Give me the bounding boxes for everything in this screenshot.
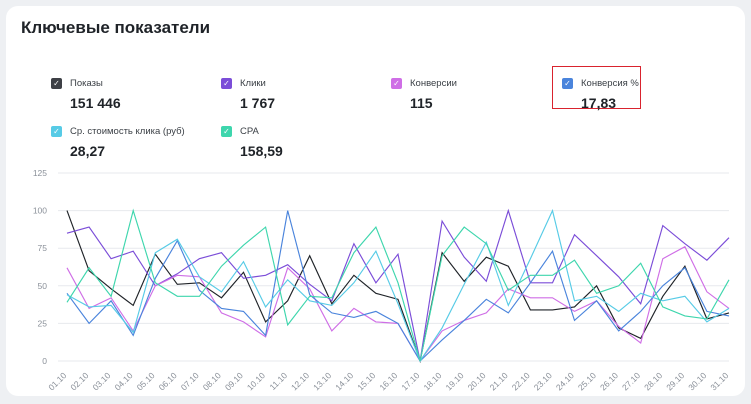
checkbox-icon[interactable]: ✓ xyxy=(221,125,232,137)
checkbox-icon[interactable]: ✓ xyxy=(391,77,402,89)
x-tick-label: 19.10 xyxy=(443,370,465,392)
x-tick-label: 16.10 xyxy=(377,370,399,392)
metric-label: Ср. стоимость клика (руб) xyxy=(70,125,185,137)
checkbox-icon[interactable]: ✓ xyxy=(562,77,573,89)
x-axis: 01.10 02.10 03.10 04.10 05.10 06.10 07.10 08.10… xyxy=(46,370,730,392)
metric-value: 28,27 xyxy=(70,143,106,159)
metric-avg-cpc[interactable]: ✓ Ср. стоимость клика (руб) 28,27 xyxy=(51,124,185,159)
metric-cpa[interactable]: ✓ CPA 158,59 xyxy=(221,124,283,159)
x-tick-label: 01.10 xyxy=(46,370,68,392)
y-tick-label: 0 xyxy=(42,356,47,366)
metric-value: 17,83 xyxy=(581,95,617,111)
x-tick-label: 07.10 xyxy=(179,370,201,392)
x-tick-label: 10.10 xyxy=(245,370,267,392)
x-tick-label: 29.10 xyxy=(664,370,686,392)
y-tick-label: 100 xyxy=(33,206,47,216)
series-line xyxy=(66,210,730,362)
x-tick-label: 11.10 xyxy=(267,370,289,392)
x-tick-label: 04.10 xyxy=(112,370,134,392)
series-line xyxy=(66,208,730,362)
metric-value: 115 xyxy=(410,95,433,111)
x-tick-label: 22.10 xyxy=(510,370,532,392)
y-tick-label: 50 xyxy=(38,281,48,291)
checkbox-icon[interactable]: ✓ xyxy=(221,77,232,89)
x-tick-label: 18.10 xyxy=(421,370,443,392)
checkbox-icon[interactable]: ✓ xyxy=(51,77,62,89)
key-metrics-card: Ключевые показатели ✓ Показы 151 446 ✓ Кли… xyxy=(6,6,745,396)
x-tick-label: 26.10 xyxy=(598,370,620,392)
y-tick-label: 125 xyxy=(33,168,47,178)
metric-value: 1 767 xyxy=(240,95,276,111)
x-tick-label: 09.10 xyxy=(223,370,245,392)
metric-conversion-rate[interactable]: ✓ Конверсия % 17,83 xyxy=(562,76,639,111)
x-tick-label: 08.10 xyxy=(201,370,223,392)
x-tick-label: 28.10 xyxy=(642,370,664,392)
x-tick-label: 21.10 xyxy=(488,370,510,392)
series-line xyxy=(66,208,730,363)
x-tick-label: 25.10 xyxy=(576,370,598,392)
checkbox-icon[interactable]: ✓ xyxy=(51,125,62,137)
x-tick-label: 03.10 xyxy=(90,370,112,392)
x-tick-label: 05.10 xyxy=(135,370,157,392)
x-tick-label: 27.10 xyxy=(620,370,642,392)
metric-impressions[interactable]: ✓ Показы 151 446 xyxy=(51,76,121,111)
x-tick-label: 20.10 xyxy=(466,370,488,392)
metric-clicks[interactable]: ✓ Клики 1 767 xyxy=(221,76,275,111)
y-tick-label: 25 xyxy=(38,318,48,328)
metric-label: Конверсии xyxy=(410,77,457,89)
x-tick-label: 30.10 xyxy=(686,370,708,392)
x-tick-label: 06.10 xyxy=(157,370,179,392)
series-line xyxy=(66,210,730,364)
x-tick-label: 12.10 xyxy=(289,370,311,392)
x-tick-label: 02.10 xyxy=(68,370,90,392)
metric-conversions[interactable]: ✓ Конверсии 115 xyxy=(391,76,457,111)
metric-value: 151 446 xyxy=(70,95,121,111)
metric-label: Конверсия % xyxy=(581,77,639,89)
metric-label: CPA xyxy=(240,125,259,137)
y-tick-label: 75 xyxy=(38,243,48,253)
chart-series xyxy=(66,208,730,364)
x-tick-label: 17.10 xyxy=(399,370,421,392)
x-tick-label: 14.10 xyxy=(333,370,355,392)
metric-label: Показы xyxy=(70,77,103,89)
metric-value: 158,59 xyxy=(240,143,283,159)
x-tick-label: 31.10 xyxy=(708,370,730,392)
x-tick-label: 13.10 xyxy=(311,370,333,392)
selected-metric-highlight xyxy=(552,66,641,109)
series-line xyxy=(66,208,730,362)
x-tick-label: 15.10 xyxy=(355,370,377,392)
x-tick-label: 24.10 xyxy=(554,370,576,392)
page-title: Ключевые показатели xyxy=(21,18,211,37)
y-axis: 0 25 50 75 100 125 xyxy=(33,168,47,366)
x-tick-label: 23.10 xyxy=(532,370,554,392)
metric-label: Клики xyxy=(240,77,266,89)
